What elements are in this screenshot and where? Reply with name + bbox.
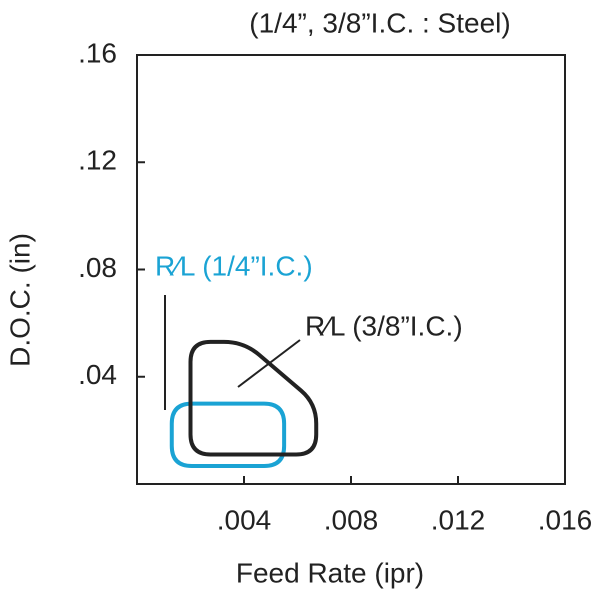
y-tick-label: .12 — [78, 145, 117, 176]
y-tick-label: .08 — [78, 252, 117, 283]
region — [169, 401, 287, 469]
y-tick-label: .16 — [78, 37, 117, 68]
x-tick-label: .008 — [324, 504, 379, 535]
legend-label: R⁄L (1/4”I.C.) — [155, 250, 313, 281]
y-tick-label: .04 — [78, 359, 117, 390]
x-tick-label: .016 — [538, 504, 593, 535]
legend-label: R⁄L (3/8”I.C.) — [305, 310, 463, 341]
x-tick-label: .012 — [431, 504, 486, 535]
region — [188, 339, 319, 457]
y-axis-label: D.O.C. (in) — [4, 233, 35, 367]
chart-title: (1/4”, 3/8”I.C. : Steel) — [249, 7, 510, 38]
x-axis-label: Feed Rate (ipr) — [236, 557, 424, 588]
x-tick-label: .004 — [217, 504, 272, 535]
